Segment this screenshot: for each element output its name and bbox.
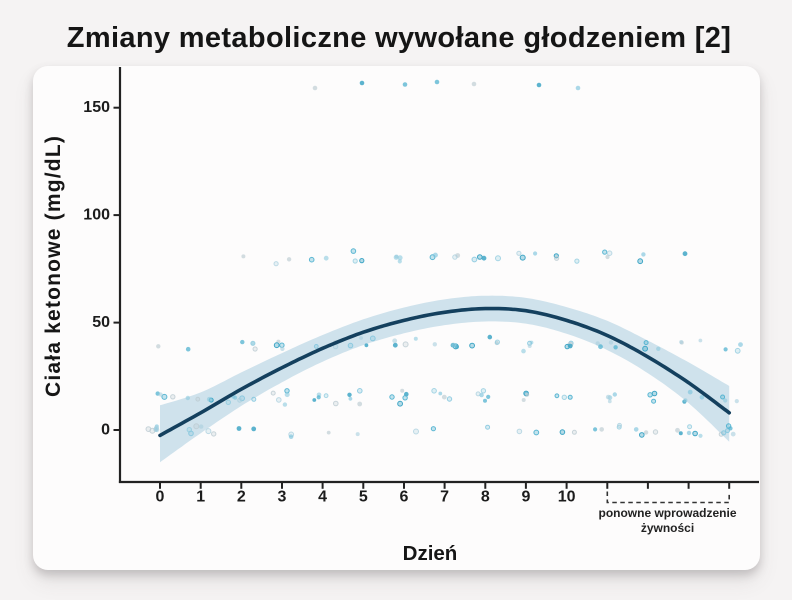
svg-text:Ciała ketonowe (mg/dL): Ciała ketonowe (mg/dL) [42, 135, 65, 397]
svg-text:100: 100 [83, 207, 110, 224]
svg-text:6: 6 [400, 489, 409, 506]
svg-text:8: 8 [481, 489, 490, 506]
svg-text:0: 0 [156, 489, 165, 506]
svg-text:0: 0 [101, 422, 110, 439]
svg-text:żywności: żywności [641, 521, 694, 535]
svg-text:2: 2 [237, 489, 246, 506]
svg-text:7: 7 [440, 489, 449, 506]
svg-text:10: 10 [558, 489, 576, 506]
svg-text:50: 50 [92, 314, 110, 331]
svg-text:ponowne wprowadzenie: ponowne wprowadzenie [598, 506, 736, 520]
svg-text:9: 9 [521, 489, 530, 506]
svg-text:5: 5 [359, 489, 368, 506]
svg-text:4: 4 [318, 489, 327, 506]
svg-text:3: 3 [278, 489, 287, 506]
svg-text:150: 150 [83, 99, 110, 116]
svg-text:Dzień: Dzień [403, 542, 458, 565]
svg-text:1: 1 [196, 489, 205, 506]
